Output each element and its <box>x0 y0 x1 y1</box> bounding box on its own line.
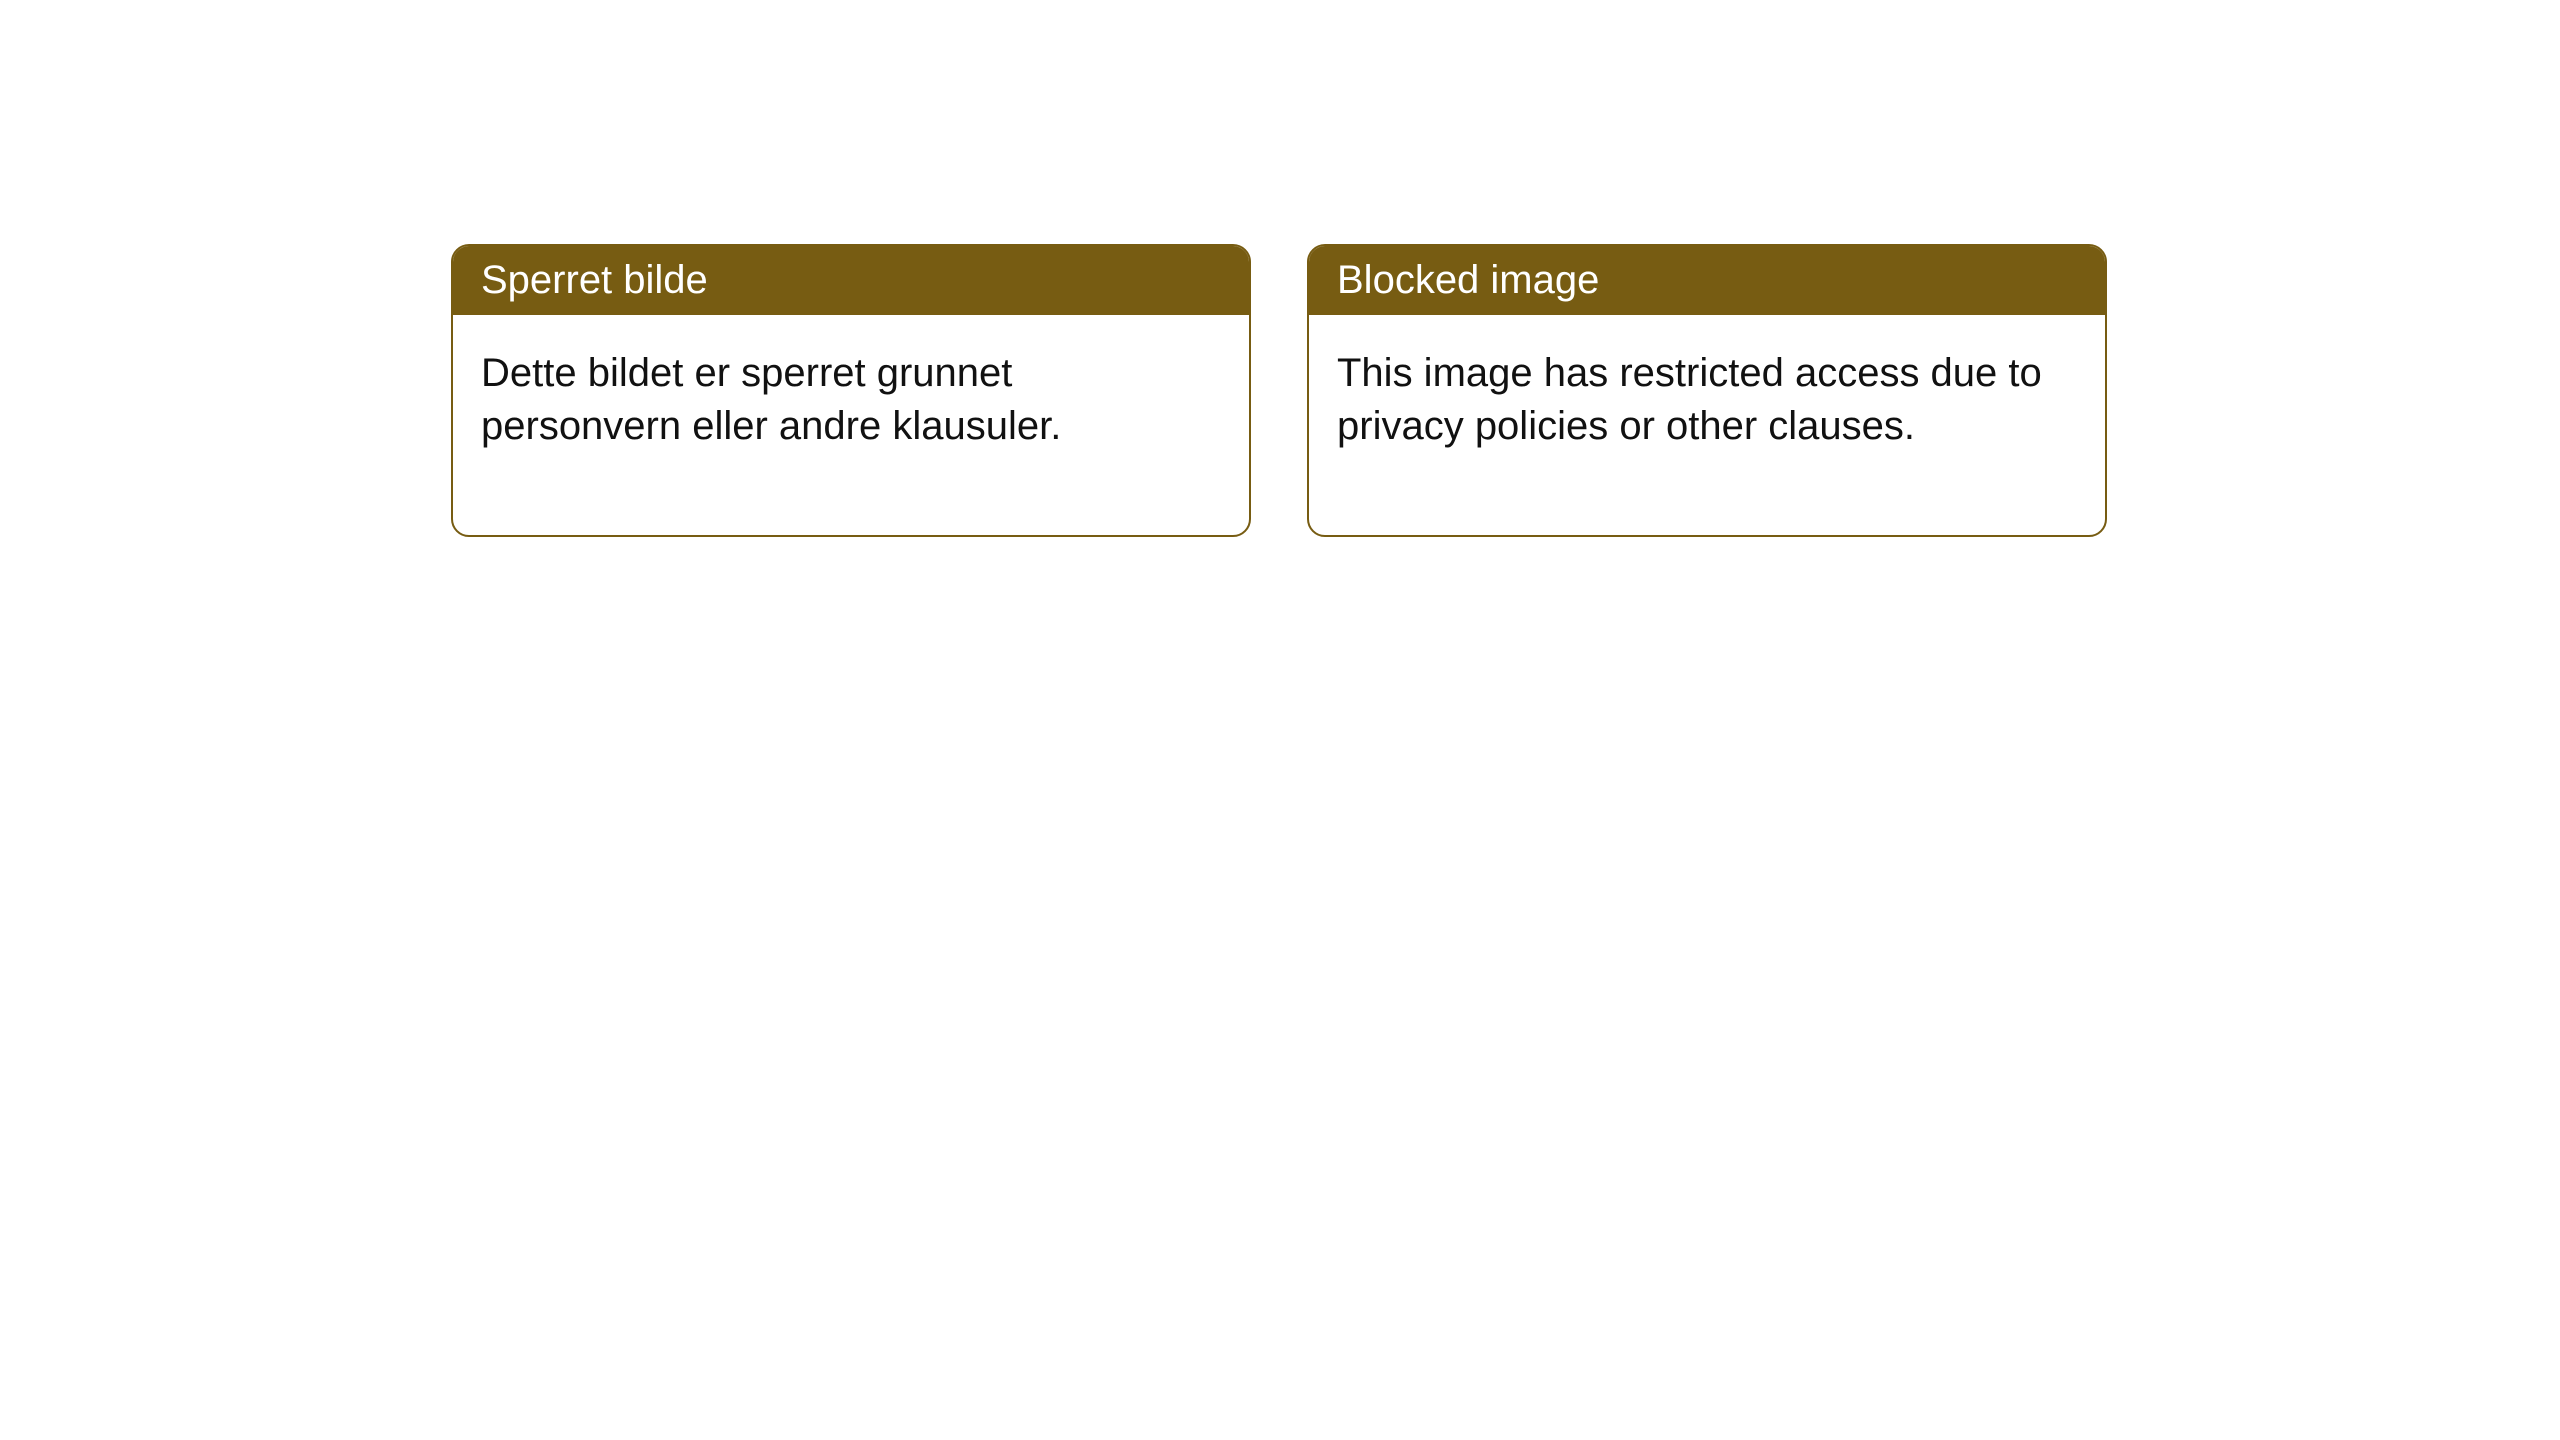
card-body-norwegian: Dette bildet er sperret grunnet personve… <box>453 315 1249 535</box>
notice-cards-row: Sperret bilde Dette bildet er sperret gr… <box>451 244 2107 537</box>
blocked-image-card-english: Blocked image This image has restricted … <box>1307 244 2107 537</box>
blocked-image-card-norwegian: Sperret bilde Dette bildet er sperret gr… <box>451 244 1251 537</box>
card-title-english: Blocked image <box>1309 246 2105 315</box>
card-body-english: This image has restricted access due to … <box>1309 315 2105 535</box>
card-title-norwegian: Sperret bilde <box>453 246 1249 315</box>
